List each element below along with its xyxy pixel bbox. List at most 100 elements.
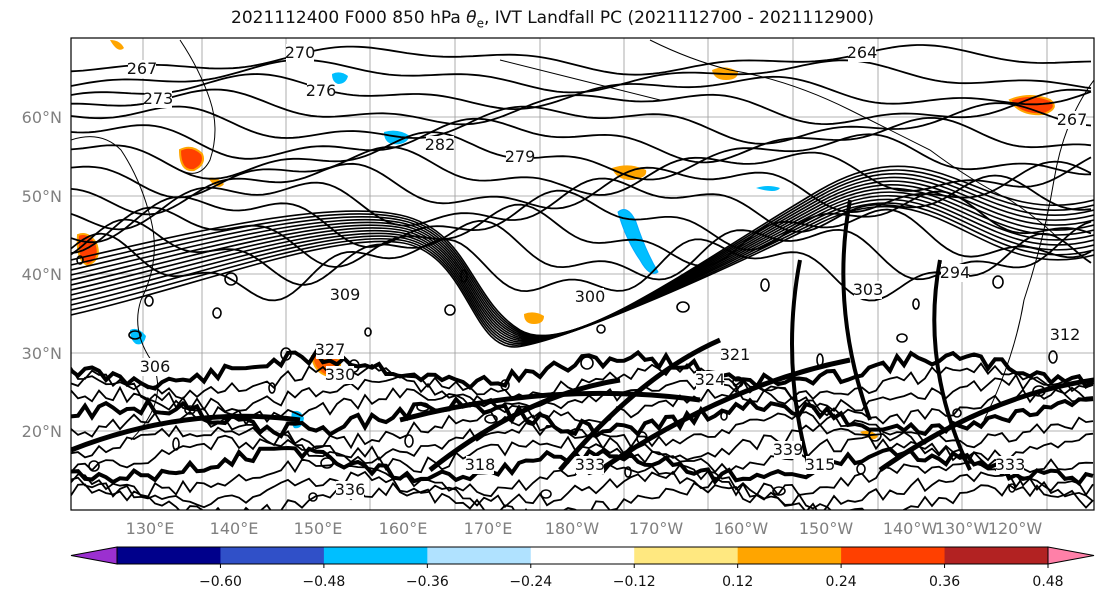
latitude-label: 40°N (22, 265, 62, 284)
contour-line (71, 169, 1094, 337)
contour-label-bg (144, 90, 172, 108)
colorbar-tick-label: 0.12 (722, 574, 753, 590)
longitude-label: 140°E (210, 519, 259, 538)
contour-loop (404, 434, 414, 448)
negative-anomaly-blob (617, 209, 659, 274)
contour-label: 264 (847, 43, 878, 62)
colorbar-extend-min (70, 546, 118, 565)
longitude-label: 150°E (294, 519, 343, 538)
contour-label-bg (721, 346, 749, 364)
negative-anomaly-blob (384, 130, 410, 145)
contour-label-bg (307, 82, 335, 100)
contour-label-bg (426, 136, 454, 154)
contour-loop (280, 347, 292, 361)
contour-label-bg (854, 281, 882, 299)
negative-anomaly-blob (130, 328, 146, 345)
colorbar-segment (220, 547, 325, 564)
longitude-label: 120°W (988, 519, 1043, 538)
contour-loop (732, 376, 744, 388)
map-frame (70, 37, 1095, 511)
contour-line (428, 377, 621, 472)
colorbar-segment (944, 547, 1049, 564)
positive-anomaly-blob (178, 146, 204, 172)
contour-label: 327 (315, 340, 346, 359)
contour-line (598, 357, 851, 473)
anomaly-shading (76, 40, 1055, 440)
contour-line (932, 259, 972, 471)
contour-label-bg (576, 288, 604, 306)
contour-line (71, 470, 1094, 510)
contour-line (71, 116, 1092, 164)
contour-line (71, 180, 1094, 339)
contour-line (71, 205, 1094, 348)
contour-line (399, 390, 701, 423)
contour-loop (912, 298, 920, 310)
contour-loop (952, 408, 962, 418)
chart-title: 2021112400 F000 850 hPa θe, IVT Landfall… (231, 8, 874, 31)
colorbar-segment (117, 547, 221, 564)
contour-line (71, 202, 1094, 346)
colorbar-extend-max (1047, 546, 1095, 565)
longitude-label: 180°W (545, 519, 600, 538)
contour-labels: 267 270 276 264 273 279 282 267 294 300 303 306 309 3… (127, 43, 1087, 499)
contour-line (71, 172, 1094, 338)
contour-line (71, 194, 1094, 343)
contour-line (71, 73, 1092, 111)
contour-loop (760, 278, 770, 292)
colorbar: −0.60 −0.48 −0.36 −0.24 −0.12 0.12 0.24 0.36 0.4… (70, 546, 1095, 590)
contour-loop (128, 330, 142, 340)
contour-loop (1032, 385, 1046, 397)
contour-label: 321 (720, 345, 751, 364)
colorbar-segment (530, 547, 635, 564)
contour-label: 273 (143, 89, 174, 108)
contour-line (71, 218, 1092, 286)
contour-label: 294 (940, 263, 971, 282)
contour-line (71, 176, 1094, 339)
colorbar-tick-label: 0.36 (929, 574, 960, 590)
contour-label: 339 (773, 440, 804, 459)
colorbar-segment (634, 547, 739, 564)
contour-line (71, 198, 1094, 345)
contour-loop (308, 492, 318, 502)
contour-label-bg (996, 456, 1024, 474)
colorbar-tick-label: −0.36 (406, 574, 449, 590)
colorbar-segment (737, 547, 842, 564)
colorbar-tick-label: 0.24 (826, 574, 857, 590)
latitude-label: 20°N (22, 422, 62, 441)
contour-loop (268, 382, 276, 394)
contour-loop (484, 414, 498, 424)
contour-label-bg (286, 44, 314, 62)
contour-line (71, 396, 1094, 439)
colorbar-tick-label: 0.48 (1032, 574, 1063, 590)
contour-loop (416, 402, 430, 412)
colorbar-tick-label: −0.12 (613, 574, 656, 590)
longitude-label: 160°E (379, 519, 428, 538)
contour-line (71, 131, 1091, 181)
contour-label: 330 (325, 365, 356, 384)
latitude-label: 30°N (22, 344, 62, 363)
contour-line (841, 199, 872, 421)
contour-loop (676, 301, 690, 313)
contour-loop (460, 269, 468, 283)
colorbar-tick-label: −0.60 (199, 574, 242, 590)
contour-label-bg (466, 456, 494, 474)
contour-line (71, 191, 1094, 342)
contour-label-bg (326, 366, 354, 384)
contour-line (71, 184, 1094, 340)
contour-loop (540, 489, 552, 499)
contour-label-bg (336, 481, 364, 499)
contour-loop (364, 327, 372, 337)
contour-loop (816, 353, 824, 367)
contour-label-bg (774, 441, 802, 459)
longitude-label: 170°W (629, 519, 684, 538)
contour-label-bg (506, 148, 534, 166)
contour-label-bg (141, 358, 169, 376)
contour-loop (444, 304, 456, 316)
negative-anomaly-blob (332, 72, 348, 84)
contour-line (71, 160, 1092, 216)
longitude-labels: 130°E 140°E 150°E 160°E 170°E 180°W 170°W 160°W… (126, 519, 1043, 538)
contour-label: 312 (1050, 325, 1081, 344)
colorbar-frame (116, 546, 1049, 565)
contour-loop (992, 275, 1004, 289)
contour-loop (868, 428, 882, 442)
